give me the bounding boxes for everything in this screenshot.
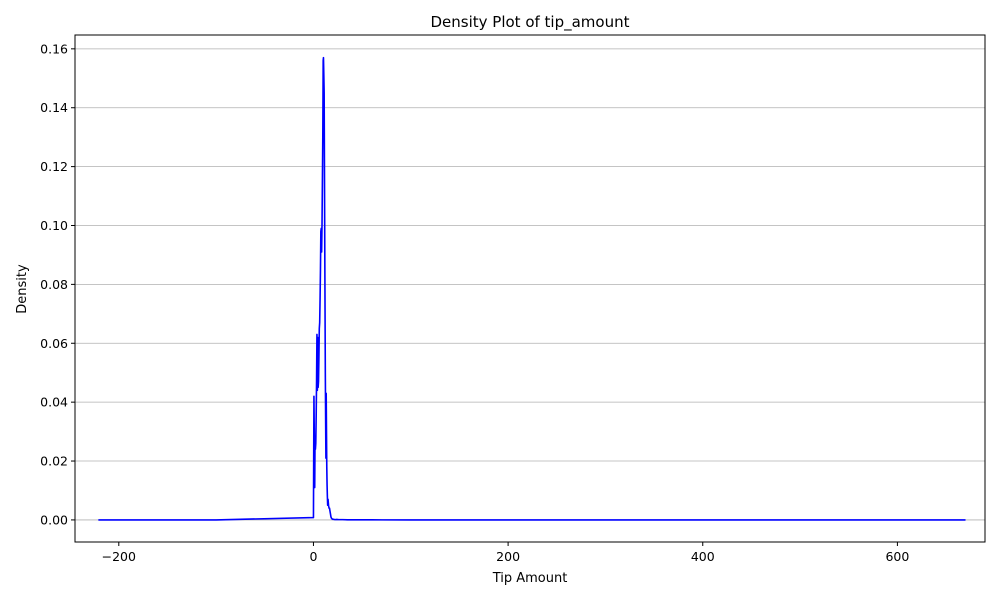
y-tick-label: 0.06: [40, 336, 68, 351]
y-tick-label: 0.14: [40, 100, 68, 115]
chart-title: Density Plot of tip_amount: [430, 13, 629, 32]
y-tick-label: 0.16: [40, 41, 68, 56]
x-axis-label: Tip Amount: [492, 571, 568, 586]
y-tick-label: 0.00: [40, 512, 68, 527]
y-axis-label: Density: [15, 264, 30, 314]
series-layer: [98, 56, 966, 521]
axes-frame: [74, 34, 986, 543]
x-tick-label: 400: [691, 549, 715, 564]
x-tick-label: 200: [496, 549, 520, 564]
x-tick-label: −200: [102, 549, 136, 564]
x-axis-ticks: −200 0 200 400 600: [102, 542, 909, 564]
y-tick-label: 0.10: [40, 218, 68, 233]
y-tick-label: 0.02: [40, 454, 68, 469]
y-axis-ticks: 0.00 0.02 0.04 0.06 0.08 0.10 0.12 0.14 0.16: [40, 41, 75, 527]
density-line: [98, 56, 966, 521]
y-tick-label: 0.04: [40, 395, 68, 410]
gridlines: [75, 48, 985, 521]
x-tick-label: 600: [885, 549, 909, 564]
y-tick-label: 0.12: [40, 159, 68, 174]
y-tick-label: 0.08: [40, 277, 68, 292]
x-tick-label: 0: [309, 549, 317, 564]
